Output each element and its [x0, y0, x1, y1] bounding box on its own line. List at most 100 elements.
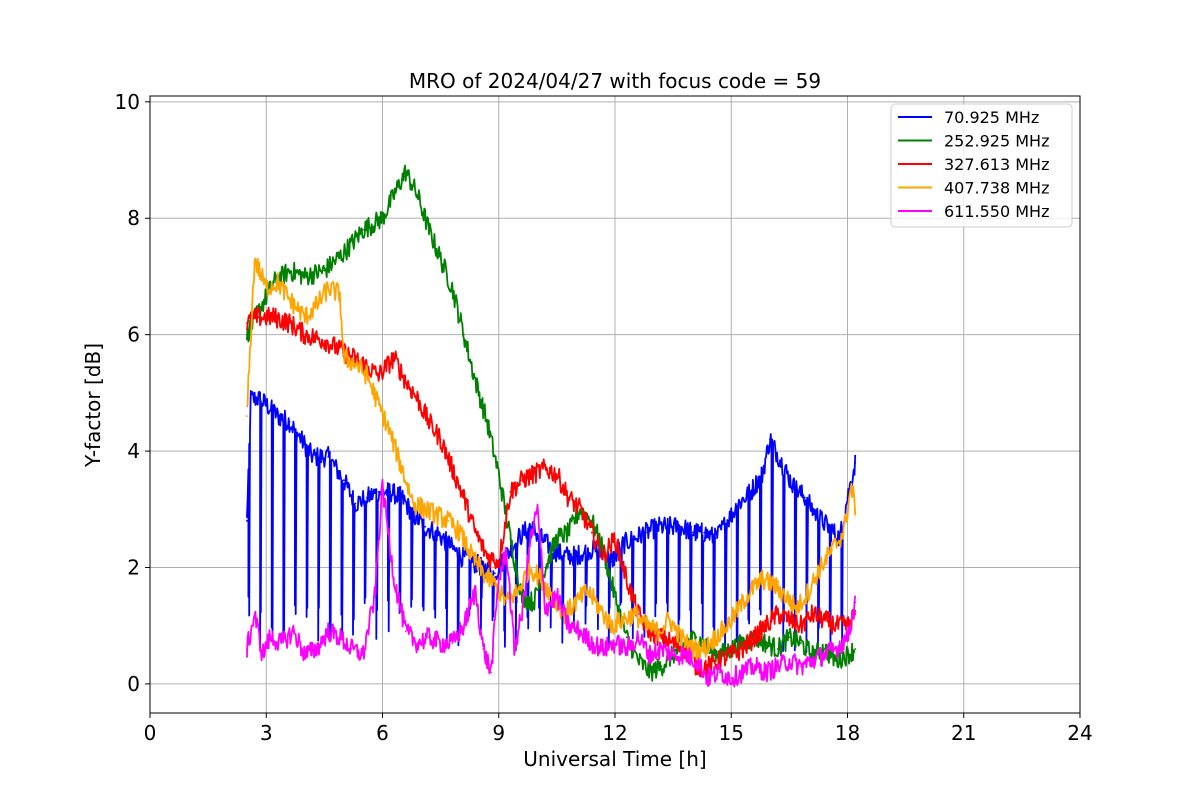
data-point: [703, 648, 706, 650]
data-point: [645, 531, 647, 534]
data-point: [366, 496, 368, 499]
data-point: [439, 258, 442, 260]
data-point: [393, 194, 396, 196]
x-tick-label: 0: [144, 721, 157, 745]
data-point: [586, 589, 589, 592]
data-point: [598, 607, 601, 610]
data-point: [854, 648, 857, 650]
y-tick-label: 10: [115, 90, 140, 114]
data-point: [451, 287, 454, 289]
data-point: [579, 630, 582, 633]
data-point: [695, 636, 698, 639]
data-point: [842, 531, 845, 534]
data-point: [497, 560, 500, 563]
data-point: [648, 630, 651, 633]
data-point: [532, 601, 535, 604]
data-point: [338, 636, 341, 639]
data-point: [602, 648, 605, 650]
data-point: [486, 421, 489, 423]
data-point: [827, 525, 830, 528]
data-point: [718, 671, 721, 674]
data-point: [327, 287, 330, 289]
legend-label: 407.738 MHz: [944, 179, 1049, 198]
data-point: [265, 287, 268, 289]
data-point: [567, 624, 570, 627]
data-point: [490, 671, 492, 674]
data-point: [381, 485, 384, 487]
data-point: [451, 467, 454, 470]
y-tick-label: 6: [127, 323, 140, 347]
data-point: [637, 636, 640, 639]
data-point: [323, 339, 326, 342]
data-point: [730, 677, 733, 679]
data-point: [354, 362, 357, 365]
data-point: [497, 473, 500, 476]
data-point: [660, 648, 663, 650]
data-point: [497, 578, 500, 581]
data-point: [304, 653, 306, 656]
data-point: [245, 322, 248, 324]
data-point: [300, 438, 303, 441]
data-point: [590, 520, 593, 522]
data-point: [555, 595, 558, 598]
series-line: [246, 257, 857, 660]
data-point: [424, 508, 427, 511]
data-point: [257, 397, 260, 400]
y-axis: 0 2 4 6 8 10: [115, 90, 150, 696]
data-point: [625, 578, 628, 581]
data-point: [517, 537, 520, 540]
data-point: [350, 648, 353, 650]
data-point: [803, 496, 806, 499]
data-point: [261, 653, 264, 656]
data-point: [474, 380, 477, 383]
data-point: [288, 298, 291, 301]
data-point: [509, 537, 512, 540]
data-point: [579, 508, 582, 511]
data-point: [288, 269, 291, 272]
data-point: [621, 543, 624, 546]
data-point: [575, 554, 578, 557]
legend-label: 327.613 MHz: [944, 155, 1049, 174]
data-point: [276, 281, 279, 284]
data-point: [776, 648, 779, 650]
series-line: [246, 478, 857, 688]
data-point: [493, 584, 496, 586]
data-point: [327, 630, 330, 633]
data-point: [428, 421, 430, 423]
data-point: [846, 624, 849, 627]
data-point: [691, 531, 694, 534]
data-point: [726, 624, 729, 627]
legend-box: [890, 103, 1073, 228]
legend-label: 70.925 MHz: [944, 108, 1039, 127]
data-point: [327, 455, 330, 458]
data-point: [834, 624, 837, 627]
data-point: [637, 659, 640, 662]
data-point: [730, 653, 733, 656]
data-point: [257, 316, 260, 319]
data-point: [633, 613, 636, 615]
series-line: [246, 306, 857, 678]
data-point: [288, 421, 291, 423]
data-point: [788, 618, 791, 621]
data-point: [447, 543, 450, 546]
data-point: [645, 624, 647, 627]
data-point: [416, 397, 419, 400]
data-point: [253, 613, 256, 615]
data-point: [796, 607, 799, 610]
data-point: [707, 677, 709, 679]
data-point: [772, 584, 775, 586]
data-point: [668, 618, 671, 621]
data-point: [567, 496, 570, 499]
data-point: [854, 461, 857, 464]
data-point: [726, 520, 729, 522]
data-point: [377, 403, 380, 406]
data-point: [741, 648, 744, 650]
data-point: [602, 554, 605, 557]
data-point: [315, 648, 318, 650]
data-point: [765, 624, 768, 627]
data-point: [439, 438, 442, 441]
data-point: [695, 659, 698, 662]
data-point: [788, 636, 791, 639]
data-point: [738, 502, 740, 505]
data-point: [304, 316, 306, 319]
